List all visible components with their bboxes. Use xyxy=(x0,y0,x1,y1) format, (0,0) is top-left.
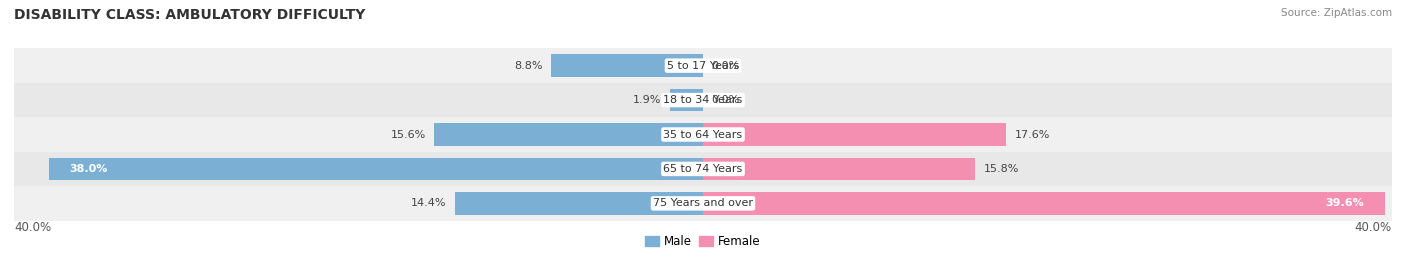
Text: DISABILITY CLASS: AMBULATORY DIFFICULTY: DISABILITY CLASS: AMBULATORY DIFFICULTY xyxy=(14,8,366,22)
Text: 40.0%: 40.0% xyxy=(14,221,51,233)
Bar xyxy=(703,192,1385,215)
Text: 15.8%: 15.8% xyxy=(984,164,1019,174)
Bar xyxy=(14,186,1392,221)
Text: 18 to 34 Years: 18 to 34 Years xyxy=(664,95,742,105)
Bar xyxy=(14,83,1392,117)
Bar xyxy=(551,54,703,77)
Text: 35 to 64 Years: 35 to 64 Years xyxy=(664,129,742,140)
Bar xyxy=(456,192,703,215)
Text: 1.9%: 1.9% xyxy=(633,95,662,105)
Text: 17.6%: 17.6% xyxy=(1015,129,1050,140)
Text: 38.0%: 38.0% xyxy=(69,164,107,174)
Text: 15.6%: 15.6% xyxy=(391,129,426,140)
Text: 8.8%: 8.8% xyxy=(515,61,543,71)
Bar xyxy=(671,89,703,111)
Bar xyxy=(14,152,1392,186)
Bar xyxy=(434,123,703,146)
Text: 40.0%: 40.0% xyxy=(1355,221,1392,233)
Bar xyxy=(703,158,976,180)
Text: 65 to 74 Years: 65 to 74 Years xyxy=(664,164,742,174)
Text: 39.6%: 39.6% xyxy=(1326,198,1364,208)
Bar xyxy=(48,158,703,180)
Text: Source: ZipAtlas.com: Source: ZipAtlas.com xyxy=(1281,8,1392,18)
Text: 0.0%: 0.0% xyxy=(711,95,740,105)
Text: 14.4%: 14.4% xyxy=(411,198,446,208)
Bar xyxy=(703,123,1007,146)
Bar xyxy=(14,117,1392,152)
Bar xyxy=(14,48,1392,83)
Text: 5 to 17 Years: 5 to 17 Years xyxy=(666,61,740,71)
Text: 0.0%: 0.0% xyxy=(711,61,740,71)
Text: 75 Years and over: 75 Years and over xyxy=(652,198,754,208)
Legend: Male, Female: Male, Female xyxy=(641,230,765,253)
